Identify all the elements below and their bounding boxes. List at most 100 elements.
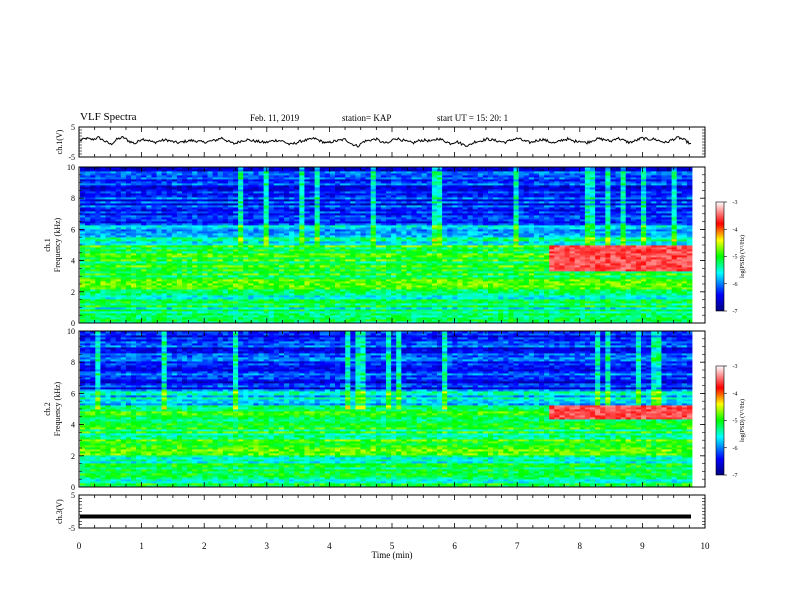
spectrogram-cell <box>447 265 453 268</box>
spectrogram-cell <box>80 313 86 316</box>
spectrogram-cell <box>243 257 249 260</box>
spectrogram-cell <box>95 243 101 246</box>
spectrogram-cell <box>131 315 137 318</box>
spectrogram-cell <box>273 245 280 248</box>
spectrogram-cell <box>457 313 463 316</box>
spectrogram-cell <box>472 279 479 282</box>
spectrogram-cell <box>309 285 315 288</box>
spectrogram-cell <box>528 253 535 256</box>
spectrogram-cell <box>197 321 203 324</box>
spectrogram-cell <box>243 263 249 266</box>
spectrogram-cell <box>467 281 474 284</box>
spectrogram-cell <box>243 267 249 270</box>
spectrogram-cell <box>477 247 484 250</box>
spectrogram-cell <box>345 277 351 280</box>
spectrogram-cell <box>192 251 198 254</box>
spectrogram-cell <box>590 289 596 292</box>
spectrogram-cell <box>605 313 611 316</box>
spectrogram-cell <box>437 269 443 272</box>
spectrogram-cell <box>467 249 474 252</box>
spectrogram-cell <box>544 285 550 288</box>
spectrogram-cell <box>355 255 361 258</box>
spectrogram-cell <box>182 303 188 306</box>
spectrogram-cell <box>498 315 504 318</box>
spectrogram-cell <box>503 267 509 270</box>
spectrogram-cell <box>681 249 688 252</box>
spectrogram-cell <box>248 291 254 294</box>
spectrogram-cell <box>482 293 489 296</box>
spectrogram-cell <box>574 311 581 314</box>
spectrogram-cell <box>253 265 259 268</box>
spectrogram-cell <box>671 273 678 276</box>
spectrogram-cell <box>676 251 683 254</box>
spectrogram-cell <box>386 269 392 272</box>
spectrogram-cell <box>447 267 453 270</box>
spectrogram-cell <box>350 279 356 282</box>
spectrogram-cell <box>273 285 280 288</box>
spectrogram-cell <box>222 285 229 288</box>
spectrogram-cell <box>462 309 468 312</box>
spectrogram-cell <box>559 285 565 288</box>
spectrogram-cell <box>314 303 321 306</box>
spectrogram-cell <box>212 311 219 314</box>
spectrogram-cell <box>600 275 606 278</box>
spectrogram-cell <box>85 251 91 254</box>
spectrogram-cell <box>253 321 259 324</box>
spectrogram-cell <box>309 289 315 292</box>
spectrogram-cell <box>258 317 264 320</box>
spectrogram-cell <box>498 267 504 270</box>
spectrogram-cell <box>477 321 484 324</box>
spectrogram-cell <box>187 263 193 266</box>
spectrogram-cell <box>207 299 213 302</box>
spectrogram-cell <box>630 317 637 320</box>
spectrogram-cell <box>202 301 208 304</box>
spectrogram-cell <box>431 267 438 270</box>
spectrogram-cell <box>375 259 382 262</box>
spectrogram-cell <box>365 253 372 256</box>
spectrogram-cell <box>554 249 560 252</box>
spectrogram-cell <box>345 265 351 268</box>
spectrogram-cell <box>482 291 489 294</box>
spectrogram-cell <box>431 289 438 292</box>
spectrogram-cell <box>595 295 601 298</box>
spectrogram-cell <box>248 249 254 252</box>
spectrogram-cell <box>233 299 239 302</box>
spectrogram-cell <box>278 285 285 288</box>
spectrogram-cell <box>544 255 550 258</box>
spectrogram-cell <box>671 255 678 258</box>
spectrogram-cell <box>95 309 101 312</box>
spectrogram-cell <box>161 255 168 258</box>
spectrogram-cell <box>605 311 611 314</box>
spectrogram-cell <box>314 283 321 286</box>
spectrogram-cell <box>136 293 142 296</box>
spectrogram-cell <box>482 257 489 260</box>
spectrogram-cell <box>482 309 489 312</box>
spectrogram-cell <box>590 253 596 256</box>
spectrogram-cell <box>120 279 127 282</box>
spectrogram-cell <box>253 281 259 284</box>
spectrogram-cell <box>671 293 678 296</box>
spectrogram-cell <box>345 245 351 248</box>
spectrogram-cell <box>136 291 142 294</box>
spectrogram-cell <box>528 289 535 292</box>
spectrogram-cell <box>243 253 249 256</box>
spectrogram-cell <box>574 279 581 282</box>
spectrogram-cell <box>182 295 188 298</box>
spectrogram-cell <box>80 243 86 246</box>
spectrogram-cell <box>666 299 672 302</box>
spectrogram-cell <box>345 287 351 290</box>
spectrogram-cell <box>457 285 463 288</box>
spectrogram-cell <box>182 253 188 256</box>
spectrogram-cell <box>635 251 642 254</box>
spectrogram-cell <box>595 271 601 274</box>
spectrogram-cell <box>452 291 458 294</box>
spectrogram-cell <box>268 263 275 266</box>
spectrogram-cell <box>85 319 91 322</box>
spectrogram-cell <box>289 309 295 312</box>
spectrogram-cell <box>620 263 627 266</box>
spectrogram-cell <box>110 259 117 262</box>
spectrogram-cell <box>176 291 183 294</box>
spectrogram-cell <box>304 293 310 296</box>
spectrogram-cell <box>416 305 423 308</box>
spectrogram-cell <box>620 305 627 308</box>
